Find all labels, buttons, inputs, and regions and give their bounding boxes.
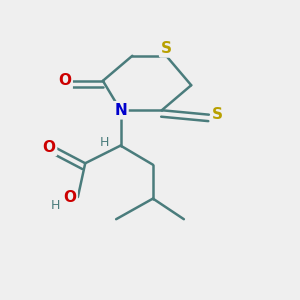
Text: N: N	[114, 103, 127, 118]
Text: O: O	[63, 190, 76, 205]
Text: H: H	[100, 136, 109, 148]
Text: S: S	[161, 41, 172, 56]
Text: S: S	[212, 107, 223, 122]
Text: H: H	[51, 200, 61, 212]
Text: O: O	[58, 73, 71, 88]
Text: O: O	[43, 140, 56, 154]
